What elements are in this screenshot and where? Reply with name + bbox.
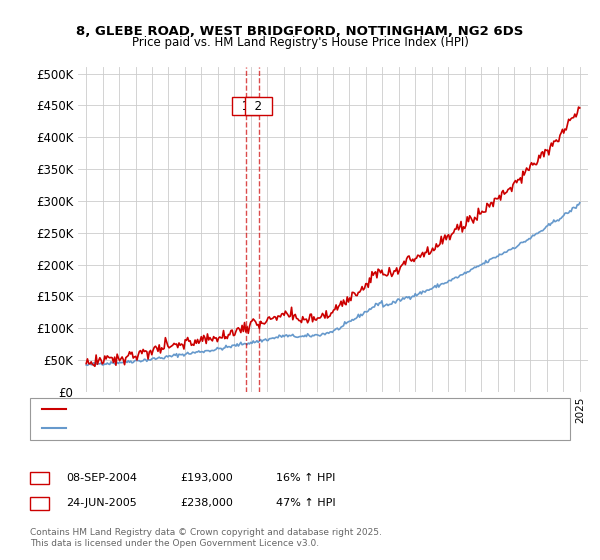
Text: £193,000: £193,000 [180, 473, 233, 483]
Text: 1: 1 [235, 100, 257, 113]
Text: 1: 1 [36, 472, 43, 485]
Text: HPI: Average price, semi-detached house, Rushcliffe: HPI: Average price, semi-detached house,… [72, 423, 333, 433]
Text: £238,000: £238,000 [180, 498, 233, 508]
Text: 47% ↑ HPI: 47% ↑ HPI [276, 498, 335, 508]
Text: 2: 2 [247, 100, 270, 113]
Text: 08-SEP-2004: 08-SEP-2004 [66, 473, 137, 483]
Text: 24-JUN-2005: 24-JUN-2005 [66, 498, 137, 508]
Text: 16% ↑ HPI: 16% ↑ HPI [276, 473, 335, 483]
Text: 8, GLEBE ROAD, WEST BRIDGFORD, NOTTINGHAM, NG2 6DS (semi-detached house): 8, GLEBE ROAD, WEST BRIDGFORD, NOTTINGHA… [72, 404, 492, 414]
Text: Price paid vs. HM Land Registry's House Price Index (HPI): Price paid vs. HM Land Registry's House … [131, 36, 469, 49]
Text: 8, GLEBE ROAD, WEST BRIDGFORD, NOTTINGHAM, NG2 6DS: 8, GLEBE ROAD, WEST BRIDGFORD, NOTTINGHA… [76, 25, 524, 38]
Text: Contains HM Land Registry data © Crown copyright and database right 2025.
This d: Contains HM Land Registry data © Crown c… [30, 528, 382, 548]
Text: 2: 2 [36, 497, 43, 510]
